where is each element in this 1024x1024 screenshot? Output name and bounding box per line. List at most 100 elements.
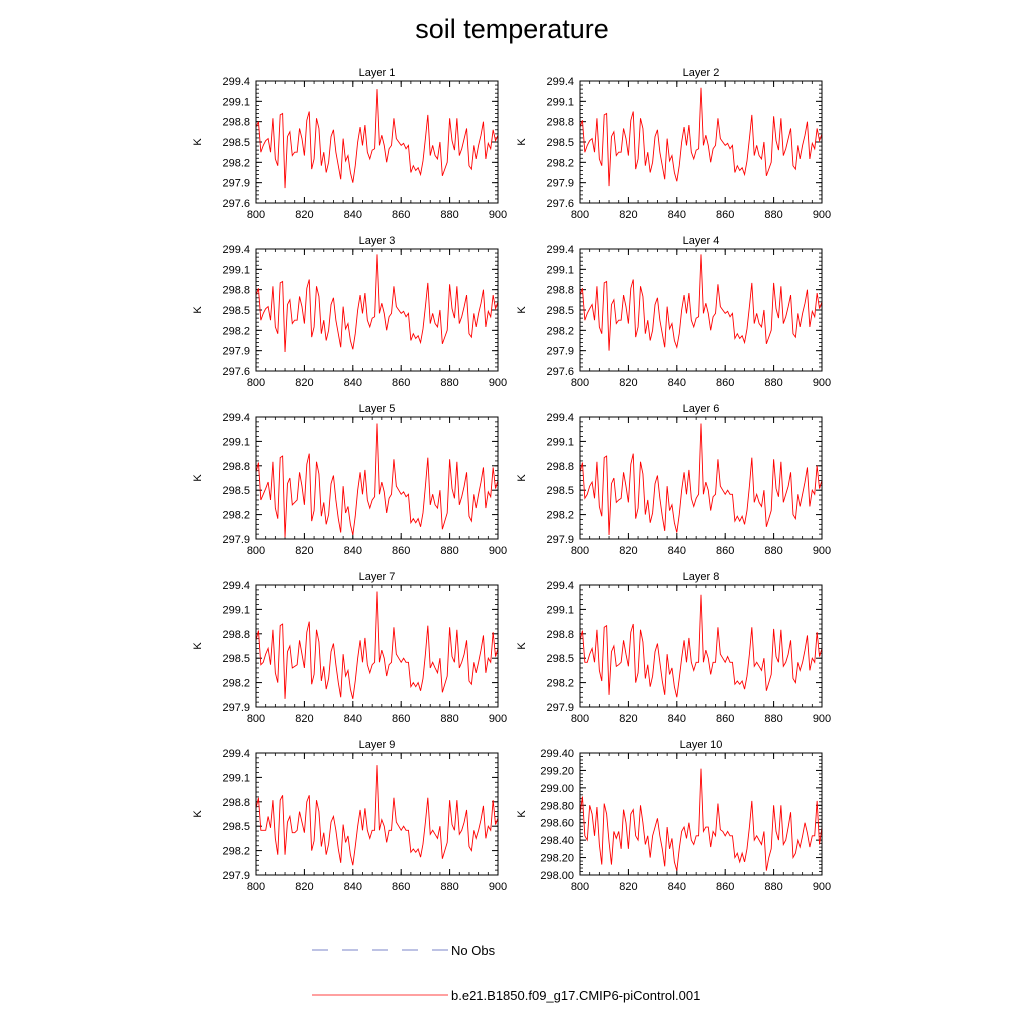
y-tick-label: 299.4 — [222, 244, 250, 256]
x-tick-label: 840 — [668, 545, 686, 557]
y-tick-label: 298.5 — [546, 653, 574, 665]
y-axis-label: K — [516, 306, 528, 314]
y-axis-label: K — [192, 810, 204, 818]
y-tick-label: 298.5 — [546, 137, 574, 149]
x-tick-label: 820 — [295, 377, 313, 389]
legend-label-no-obs: No Obs — [451, 943, 496, 958]
x-tick-label: 880 — [764, 881, 782, 893]
panel-title: Layer 8 — [683, 571, 720, 583]
x-tick-label: 860 — [716, 209, 734, 221]
series-line — [580, 594, 822, 698]
x-tick-label: 900 — [813, 209, 831, 221]
panel-title: Layer 4 — [683, 235, 720, 247]
y-tick-label: 298.5 — [222, 821, 250, 833]
y-tick-label: 297.9 — [222, 346, 250, 358]
x-tick-label: 840 — [668, 713, 686, 725]
y-tick-label: 297.6 — [222, 198, 250, 210]
y-tick-label: 299.40 — [540, 748, 574, 760]
y-tick-label: 298.2 — [546, 678, 574, 690]
y-axis-label: K — [192, 642, 204, 650]
x-tick-label: 880 — [440, 713, 458, 725]
x-tick-label: 900 — [813, 713, 831, 725]
y-tick-label: 299.1 — [546, 96, 574, 108]
x-tick-label: 800 — [247, 209, 265, 221]
x-tick-label: 860 — [716, 545, 734, 557]
x-tick-label: 820 — [295, 713, 313, 725]
plot-frame — [579, 80, 823, 204]
y-axis-label: K — [192, 474, 204, 482]
x-tick-label: 860 — [716, 713, 734, 725]
series-line — [256, 423, 498, 538]
figure-title: soil temperature — [415, 14, 609, 44]
y-tick-label: 298.8 — [222, 461, 250, 473]
y-tick-label: 297.9 — [222, 702, 250, 714]
plot-frame — [255, 584, 499, 708]
y-tick-label: 299.4 — [222, 76, 250, 88]
x-tick-label: 800 — [571, 377, 589, 389]
series-line — [256, 591, 498, 699]
x-tick-label: 800 — [571, 881, 589, 893]
x-tick-label: 800 — [247, 545, 265, 557]
y-tick-label: 299.1 — [222, 96, 250, 108]
y-tick-label: 297.6 — [546, 198, 574, 210]
panel-10: Layer 10 K 800 820 840 860 880 900 298.00 298.20 2… — [516, 739, 831, 893]
series-line — [580, 423, 822, 535]
x-tick-label: 840 — [668, 209, 686, 221]
y-axis-label: K — [192, 138, 204, 146]
x-tick-label: 840 — [344, 545, 362, 557]
y-tick-label: 299.1 — [546, 604, 574, 616]
x-tick-label: 800 — [247, 713, 265, 725]
x-tick-label: 820 — [619, 377, 637, 389]
y-tick-label: 297.9 — [546, 702, 574, 714]
x-tick-label: 860 — [392, 377, 410, 389]
y-tick-label: 298.8 — [222, 629, 250, 641]
x-tick-label: 860 — [392, 545, 410, 557]
legend: No Obs b.e21.B1850.f09_g17.CMIP6-piContr… — [312, 943, 700, 1003]
x-tick-label: 900 — [813, 377, 831, 389]
x-tick-label: 840 — [344, 881, 362, 893]
y-axis-label: K — [192, 306, 204, 314]
x-tick-label: 840 — [668, 881, 686, 893]
x-tick-label: 800 — [247, 881, 265, 893]
panel-1: Layer 1 K 800 820 840 860 880 900 297.6 297.9 298.… — [192, 67, 507, 221]
x-tick-label: 880 — [764, 377, 782, 389]
y-tick-label: 298.8 — [546, 285, 574, 297]
x-tick-label: 880 — [440, 209, 458, 221]
x-tick-label: 860 — [392, 209, 410, 221]
y-tick-label: 298.00 — [540, 870, 574, 882]
y-tick-label: 297.9 — [222, 178, 250, 190]
y-tick-label: 299.4 — [546, 244, 574, 256]
x-tick-label: 840 — [344, 377, 362, 389]
y-tick-label: 298.60 — [540, 818, 574, 830]
legend-label-model: b.e21.B1850.f09_g17.CMIP6-piControl.001 — [451, 988, 700, 1003]
x-tick-label: 880 — [440, 545, 458, 557]
x-tick-label: 900 — [489, 713, 507, 725]
x-tick-label: 900 — [489, 209, 507, 221]
x-tick-label: 900 — [813, 881, 831, 893]
y-tick-label: 298.2 — [222, 325, 250, 337]
panel-title: Layer 7 — [359, 571, 396, 583]
plot-frame — [255, 248, 499, 372]
x-tick-label: 880 — [440, 377, 458, 389]
y-tick-label: 299.4 — [546, 76, 574, 88]
y-tick-label: 298.5 — [546, 305, 574, 317]
x-tick-label: 820 — [295, 545, 313, 557]
y-tick-label: 298.5 — [222, 485, 250, 497]
series-line — [580, 768, 822, 871]
panel-title: Layer 10 — [680, 739, 723, 751]
y-tick-label: 298.5 — [222, 653, 250, 665]
panel-title: Layer 1 — [359, 67, 396, 79]
x-tick-label: 880 — [440, 881, 458, 893]
y-tick-label: 298.8 — [222, 117, 250, 129]
y-tick-label: 298.8 — [546, 461, 574, 473]
panel-2: Layer 2 K 800 820 840 860 880 900 297.6 297.9 298.… — [516, 67, 831, 221]
x-tick-label: 880 — [764, 545, 782, 557]
y-tick-label: 299.4 — [546, 580, 574, 592]
x-tick-label: 900 — [813, 545, 831, 557]
y-tick-label: 298.5 — [222, 305, 250, 317]
x-tick-label: 820 — [619, 209, 637, 221]
y-axis-label: K — [516, 138, 528, 146]
y-tick-label: 297.9 — [546, 178, 574, 190]
y-tick-label: 298.2 — [222, 510, 250, 522]
panel-title: Layer 3 — [359, 235, 396, 247]
